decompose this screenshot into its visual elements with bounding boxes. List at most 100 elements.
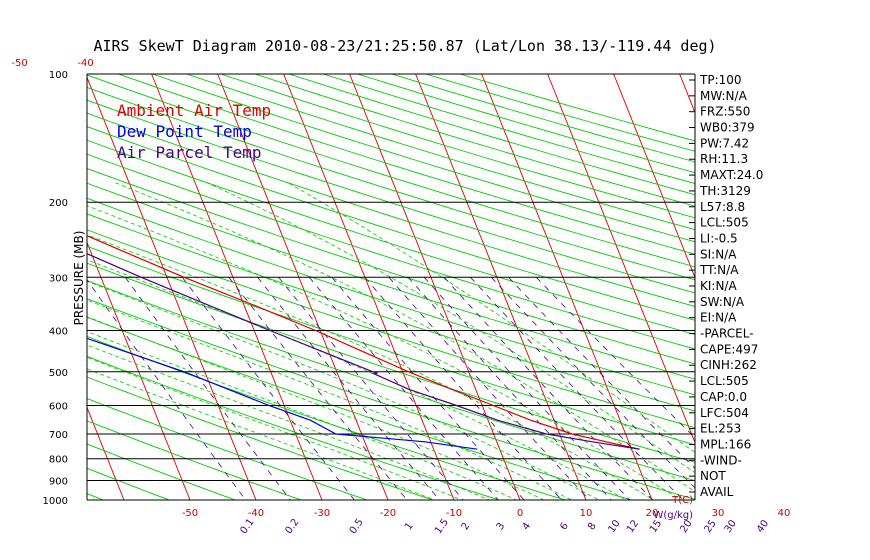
index-label: L57:8.8 — [700, 200, 745, 214]
dry-adiabat-line — [323, 74, 695, 185]
index-label: MW:N/A — [700, 89, 748, 103]
index-label: EI:N/A — [700, 311, 737, 325]
isotherm-line — [481, 74, 653, 500]
index-label: SI:N/A — [700, 247, 737, 261]
isotherm-line — [87, 406, 125, 500]
mixing-ratio-line — [331, 277, 525, 500]
moist-adiabat-line — [87, 299, 573, 500]
mixing-ratio-label: 6 — [558, 521, 571, 533]
mixing-ratio-label: 1.5 — [433, 517, 451, 536]
bottom-temp-tick-label: -10 — [446, 508, 462, 519]
chart-title: AIRS SkewT Diagram 2010-08-23/21:25:50.8… — [93, 37, 716, 55]
moist-adiabat-line — [87, 316, 546, 500]
dry-adiabat-line — [186, 74, 695, 231]
mixing-ratio-label: 1 — [403, 521, 416, 533]
pressure-tick-label: 600 — [49, 401, 68, 412]
bottom-axis-unit: T(C) — [671, 495, 693, 506]
mixing-ratio-line — [470, 277, 684, 500]
pressure-tick-label: 200 — [49, 198, 68, 209]
index-label: LCL:505 — [700, 216, 749, 230]
top-temp-tick-label: -50 — [11, 58, 27, 69]
index-label: CAPE:497 — [700, 342, 758, 356]
moist-adiabat-line — [87, 280, 600, 500]
mixing-ratio-label: 0.1 — [239, 517, 257, 536]
legend-entry: Ambient Air Temp — [117, 101, 271, 120]
bottom-temp-tick-label: 10 — [580, 508, 593, 519]
dry-adiabat-line — [118, 74, 695, 255]
mixing-ratio-line — [278, 277, 464, 500]
pressure-tick-label: 400 — [49, 326, 68, 337]
dry-adiabat-line — [87, 213, 695, 412]
dry-adiabat-line — [87, 126, 695, 321]
index-label: FRZ:550 — [700, 105, 750, 119]
dry-adiabat-line — [87, 298, 695, 500]
pressure-tick-label: 800 — [49, 455, 68, 466]
index-label: EL:253 — [700, 422, 741, 436]
top-temp-tick-label: -40 — [77, 58, 93, 69]
mixing-ratio-line — [388, 277, 590, 500]
index-label: CINH:262 — [700, 358, 757, 372]
mixing-ratio-label: 30 — [723, 518, 739, 535]
index-label: TT:N/A — [699, 263, 739, 277]
dry-adiabat-line — [87, 335, 567, 500]
profile-air-parcel-temp — [87, 253, 640, 450]
dry-adiabat-line — [87, 467, 171, 500]
legend-entry: Dew Point Temp — [117, 122, 252, 141]
index-label: CAP:0.0 — [700, 390, 747, 404]
index-label: NOT — [700, 469, 726, 483]
index-label: LI:-0.5 — [700, 231, 738, 245]
mixing-ratio-line — [87, 279, 247, 500]
dry-adiabat-line — [87, 74, 695, 268]
moist-adiabat-line — [206, 182, 695, 474]
dry-adiabat-line — [87, 99, 695, 294]
isotherm-line — [217, 74, 389, 500]
dry-adiabat-line — [87, 397, 369, 500]
isotherm-line — [283, 74, 455, 500]
mixing-ratio-label: 4 — [521, 521, 534, 533]
profile-dew-point-temp — [87, 337, 478, 450]
mixing-ratio-label: 25 — [703, 518, 719, 535]
pressure-tick-label: 900 — [49, 477, 68, 488]
bottom-temp-tick-label: -40 — [248, 508, 264, 519]
dry-adiabat-line — [0, 74, 59, 509]
mixing-ratio-label: 8 — [586, 521, 599, 533]
dry-adiabat-line — [87, 443, 237, 500]
dry-adiabat-line — [425, 74, 695, 152]
mixing-ratio-line — [443, 277, 654, 500]
dry-adiabat-line — [459, 74, 695, 142]
dry-adiabat-line — [288, 74, 695, 196]
index-label: -PARCEL- — [700, 327, 754, 341]
bottom-temp-tick-label: 20 — [646, 508, 659, 519]
mixing-ratio-label: 2 — [460, 521, 473, 533]
bottom-temp-tick-label: -20 — [380, 508, 396, 519]
dry-adiabat-line — [87, 316, 633, 500]
legend-entry: Air Parcel Temp — [117, 143, 262, 162]
bottom-temp-tick-label: 30 — [712, 508, 725, 519]
index-label: LCL:505 — [700, 374, 749, 388]
dry-adiabat-line — [87, 280, 695, 482]
mixing-ratio-label: 12 — [625, 518, 641, 535]
mixing-ratio-label: 10 — [606, 518, 622, 535]
moist-adiabat-line — [87, 205, 682, 500]
bottom-temp-tick-label: 0 — [517, 508, 523, 519]
mixing-ratio-label: 0.5 — [348, 517, 366, 536]
pressure-tick-label: 300 — [49, 273, 68, 284]
index-label: KI:N/A — [700, 279, 737, 293]
index-label: PW:7.42 — [700, 136, 749, 150]
pressure-tick-label: 1000 — [43, 496, 68, 507]
dry-adiabat-line — [87, 376, 435, 500]
moist-adiabat-line — [87, 259, 628, 500]
pressure-tick-label: 500 — [49, 368, 68, 379]
index-label: -WIND- — [700, 453, 742, 467]
dry-adiabat-line — [87, 420, 303, 500]
dry-adiabat-line — [87, 153, 695, 350]
mixing-ratio-line — [423, 277, 631, 500]
dry-adiabat-line — [87, 262, 695, 463]
moist-adiabat-line — [87, 368, 436, 500]
moist-adiabat-line — [115, 182, 695, 493]
profile-ambient-air-temp — [87, 235, 640, 450]
mixing-ratio-unit: W(g/kg) — [653, 510, 693, 521]
dry-adiabat-line — [254, 74, 695, 207]
mixing-ratio-line — [228, 277, 408, 500]
mixing-ratio-line — [508, 277, 695, 469]
